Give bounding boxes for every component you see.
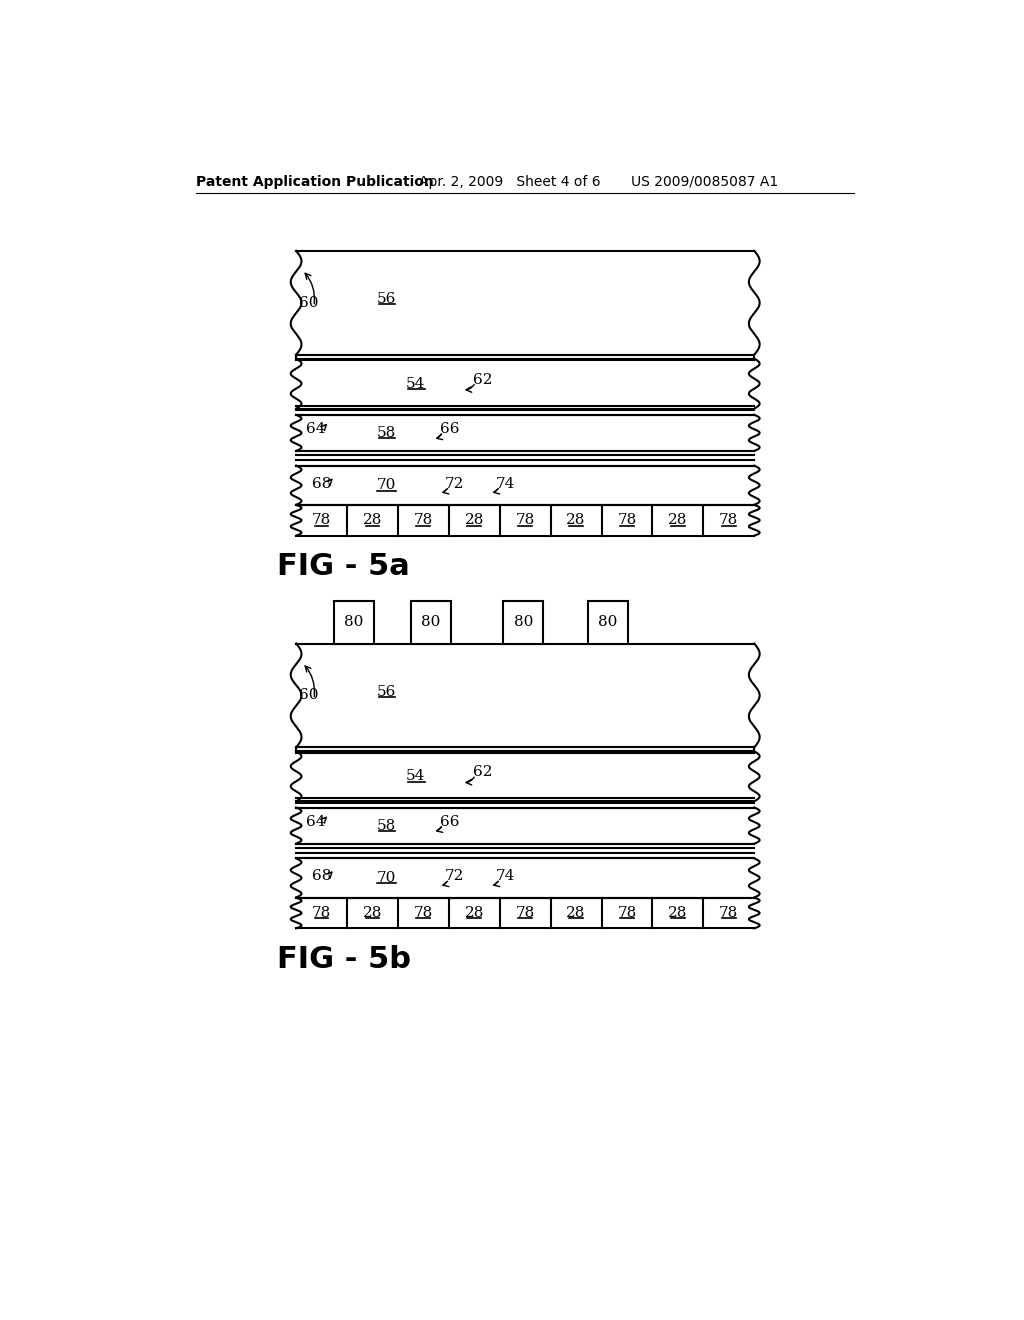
Text: 28: 28 [669,906,687,920]
Text: 78: 78 [515,513,535,527]
Text: 78: 78 [617,513,637,527]
Text: 56: 56 [377,292,396,306]
Text: 66: 66 [440,422,460,436]
Text: 80: 80 [344,615,364,630]
Bar [334,601,374,644]
Text: 28: 28 [566,906,586,920]
Text: 72: 72 [444,870,464,883]
Text: 80: 80 [421,615,440,630]
Bar [411,601,451,644]
Text: 62: 62 [473,372,493,387]
Text: 74: 74 [496,870,515,883]
Text: 68: 68 [312,870,331,883]
Text: 28: 28 [465,513,484,527]
Text: 78: 78 [312,906,331,920]
Text: 78: 78 [414,513,433,527]
Text: 28: 28 [465,906,484,920]
Text: 80: 80 [514,615,532,630]
Text: 78: 78 [719,513,738,527]
Text: 28: 28 [362,906,382,920]
Text: 60: 60 [299,689,318,702]
Text: 72: 72 [444,477,464,491]
Text: 56: 56 [377,685,396,698]
Text: Apr. 2, 2009   Sheet 4 of 6: Apr. 2, 2009 Sheet 4 of 6 [419,174,601,189]
Text: 54: 54 [406,376,425,391]
Text: 78: 78 [719,906,738,920]
Text: 66: 66 [440,814,460,829]
Text: 60: 60 [299,296,318,310]
Text: Patent Application Publication: Patent Application Publication [196,174,434,189]
Text: 64: 64 [305,814,325,829]
Text: 58: 58 [377,426,396,440]
Text: 70: 70 [377,871,396,884]
Bar [503,601,544,644]
Text: FIG - 5b: FIG - 5b [276,945,411,974]
Text: 28: 28 [669,513,687,527]
Text: 78: 78 [515,906,535,920]
Bar [588,601,628,644]
Text: 70: 70 [377,478,396,492]
Text: 78: 78 [312,513,331,527]
Text: 68: 68 [312,477,331,491]
Text: 78: 78 [414,906,433,920]
Text: 54: 54 [406,770,425,783]
Text: 58: 58 [377,818,396,833]
Text: FIG - 5a: FIG - 5a [276,552,410,581]
Text: 28: 28 [566,513,586,527]
Text: 78: 78 [617,906,637,920]
Text: 80: 80 [598,615,617,630]
Text: 62: 62 [473,766,493,780]
Text: 64: 64 [305,422,325,436]
Text: US 2009/0085087 A1: US 2009/0085087 A1 [631,174,778,189]
Text: 74: 74 [496,477,515,491]
Text: 28: 28 [362,513,382,527]
